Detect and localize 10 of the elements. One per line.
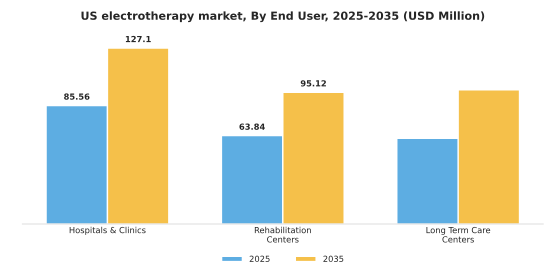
legend-label: 2035 bbox=[323, 256, 344, 262]
legend-label: 2025 bbox=[250, 256, 270, 262]
chart-title: US electrotherapy market, By End User, 2025-2035 (USD Million) bbox=[82, 11, 484, 22]
data-label: 127.1 bbox=[126, 36, 151, 42]
x-tick-label: Hospitals & Clinics bbox=[70, 226, 146, 235]
data-label: 63.84 bbox=[239, 124, 265, 130]
data-label: 95.12 bbox=[300, 80, 326, 87]
x-tick-label: Long Term Care Centers bbox=[426, 226, 490, 243]
x-tick-label: Rehabilitation Centers bbox=[254, 226, 311, 243]
data-label: 85.56 bbox=[64, 93, 90, 100]
